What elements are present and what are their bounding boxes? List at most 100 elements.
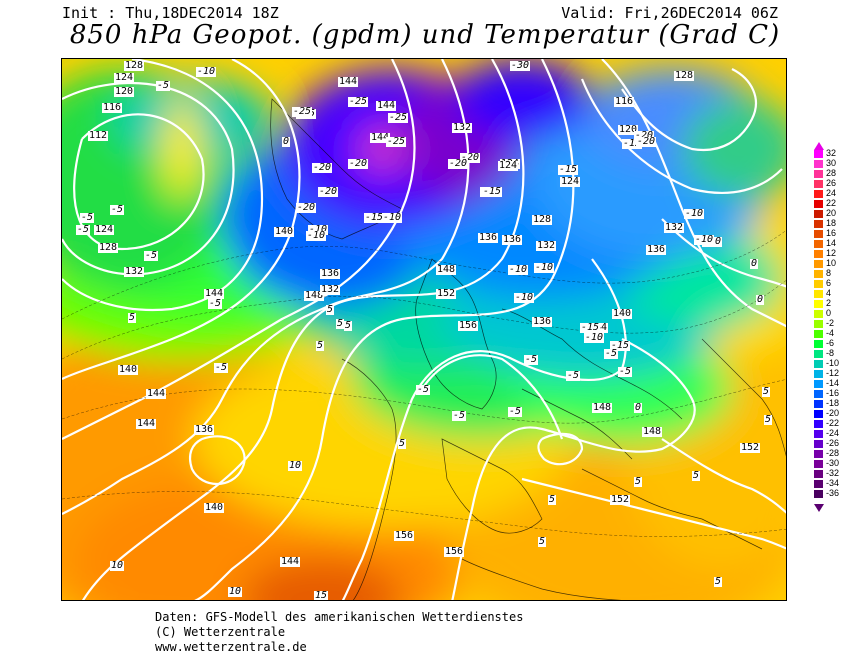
- temperature-label: -25: [348, 96, 369, 107]
- scale-value: -14: [826, 378, 840, 388]
- temperature-label: 0: [756, 294, 765, 305]
- scale-swatch: [814, 160, 823, 168]
- temperature-label: -15: [622, 138, 643, 149]
- temperature-label: -10: [306, 230, 327, 241]
- height-label: 140: [118, 364, 139, 375]
- height-label: 124: [114, 72, 135, 83]
- scale-entry: -32: [812, 469, 850, 478]
- height-label: 132: [664, 222, 685, 233]
- scale-swatch: [814, 350, 823, 358]
- height-label: 132: [452, 122, 473, 133]
- temperature-label: -10: [514, 292, 535, 303]
- height-label: 144: [338, 76, 359, 87]
- scale-swatch: [814, 180, 823, 188]
- scale-swatch: [814, 250, 823, 258]
- scale-value: 20: [826, 208, 837, 218]
- temperature-label: -15: [580, 322, 601, 333]
- height-label: 140: [612, 308, 633, 319]
- scale-swatch: [814, 370, 823, 378]
- map-title: 850 hPa Geopot. (gpdm) und Temperatur (G…: [69, 20, 781, 50]
- scale-entry: 32: [812, 148, 850, 158]
- temperature-label: -5: [208, 298, 223, 309]
- scale-value: -16: [826, 388, 840, 398]
- scale-value: -6: [826, 338, 835, 348]
- temperature-label: 5: [762, 386, 771, 397]
- scale-value: 16: [826, 228, 837, 238]
- scale-value: -12: [826, 368, 840, 378]
- temperature-isolines: [62, 230, 786, 537]
- scale-value: 6: [826, 278, 832, 288]
- scale-value: -30: [826, 458, 840, 468]
- temperature-label: 0: [634, 402, 643, 413]
- scale-value: 22: [826, 198, 837, 208]
- height-label: 112: [88, 130, 109, 141]
- scale-entry: -36: [812, 489, 850, 498]
- temperature-label: -15: [610, 340, 631, 351]
- temperature-label: 5: [344, 320, 353, 331]
- scale-value: 32: [826, 148, 837, 158]
- height-label: 136: [646, 244, 667, 255]
- scale-swatch: [814, 240, 823, 248]
- scale-swatch: [814, 340, 823, 348]
- temperature-label: -15: [364, 212, 385, 223]
- scale-entry: -4: [812, 329, 850, 338]
- height-label: 144: [146, 388, 167, 399]
- temperature-label: -5: [156, 80, 171, 91]
- temperature-label: -15: [558, 164, 579, 175]
- scale-entry: 2: [812, 298, 850, 308]
- temperature-label: -10: [196, 66, 217, 77]
- geopotential-isolines: [62, 59, 786, 600]
- scale-value: 26: [826, 178, 837, 188]
- temperature-color-scale: 32 30 28 26 24 22 20 18 16 14 12 10 8 6 4 2 0 -2 -4 -6 -8 -10…: [812, 142, 850, 520]
- scale-swatch: [814, 410, 823, 418]
- height-label: 116: [102, 102, 123, 113]
- scale-value: 0: [826, 308, 832, 318]
- scale-entry: -12: [812, 368, 850, 378]
- temperature-label: 10: [288, 460, 303, 471]
- scale-value: 2: [826, 298, 832, 308]
- temperature-label: -5: [144, 250, 159, 261]
- temperature-label: -10: [508, 264, 529, 275]
- scale-max-arrow: [814, 142, 824, 150]
- temperature-label: -20: [634, 130, 655, 141]
- height-label: 136: [320, 268, 341, 279]
- scale-swatch: [814, 170, 823, 178]
- scale-entry: -6: [812, 338, 850, 348]
- scale-swatch: [814, 260, 823, 268]
- scale-swatch: [814, 300, 823, 308]
- temperature-label: 5: [714, 576, 723, 587]
- scale-entry: 10: [812, 259, 850, 268]
- temperature-label: -25: [386, 136, 407, 147]
- scale-entry: 8: [812, 269, 850, 278]
- temperature-label: 5: [692, 470, 701, 481]
- temperature-label: 5: [326, 304, 335, 315]
- temperature-label: -5: [618, 366, 633, 377]
- scale-swatch: [814, 380, 823, 388]
- temperature-label: 5: [548, 494, 557, 505]
- height-label: 124: [94, 224, 115, 235]
- scale-swatch: [814, 360, 823, 368]
- height-label: 156: [458, 320, 479, 331]
- height-label: 144: [204, 288, 225, 299]
- scale-entry: 14: [812, 239, 850, 248]
- height-label: 148: [436, 264, 457, 275]
- scale-swatch: [814, 400, 823, 408]
- temperature-label: -20: [318, 186, 339, 197]
- scale-entry: -30: [812, 458, 850, 468]
- scale-value: -8: [826, 348, 835, 358]
- scale-entry: 28: [812, 169, 850, 178]
- temperature-label: -20: [448, 158, 469, 169]
- scale-value: -34: [826, 478, 840, 488]
- scale-value: -26: [826, 438, 840, 448]
- height-label: 132: [124, 266, 145, 277]
- scale-swatch: [814, 420, 823, 428]
- scale-entry: 22: [812, 198, 850, 208]
- scale-swatch: [814, 440, 823, 448]
- temperature-label: 5: [316, 340, 325, 351]
- temperature-label: 5: [538, 536, 547, 547]
- scale-value: 12: [826, 248, 837, 258]
- temperature-label: -25: [292, 106, 313, 117]
- scale-entry: 4: [812, 289, 850, 298]
- footer-source: Daten: GFS-Modell des amerikanischen Wet…: [155, 610, 524, 624]
- scale-entry: -14: [812, 378, 850, 388]
